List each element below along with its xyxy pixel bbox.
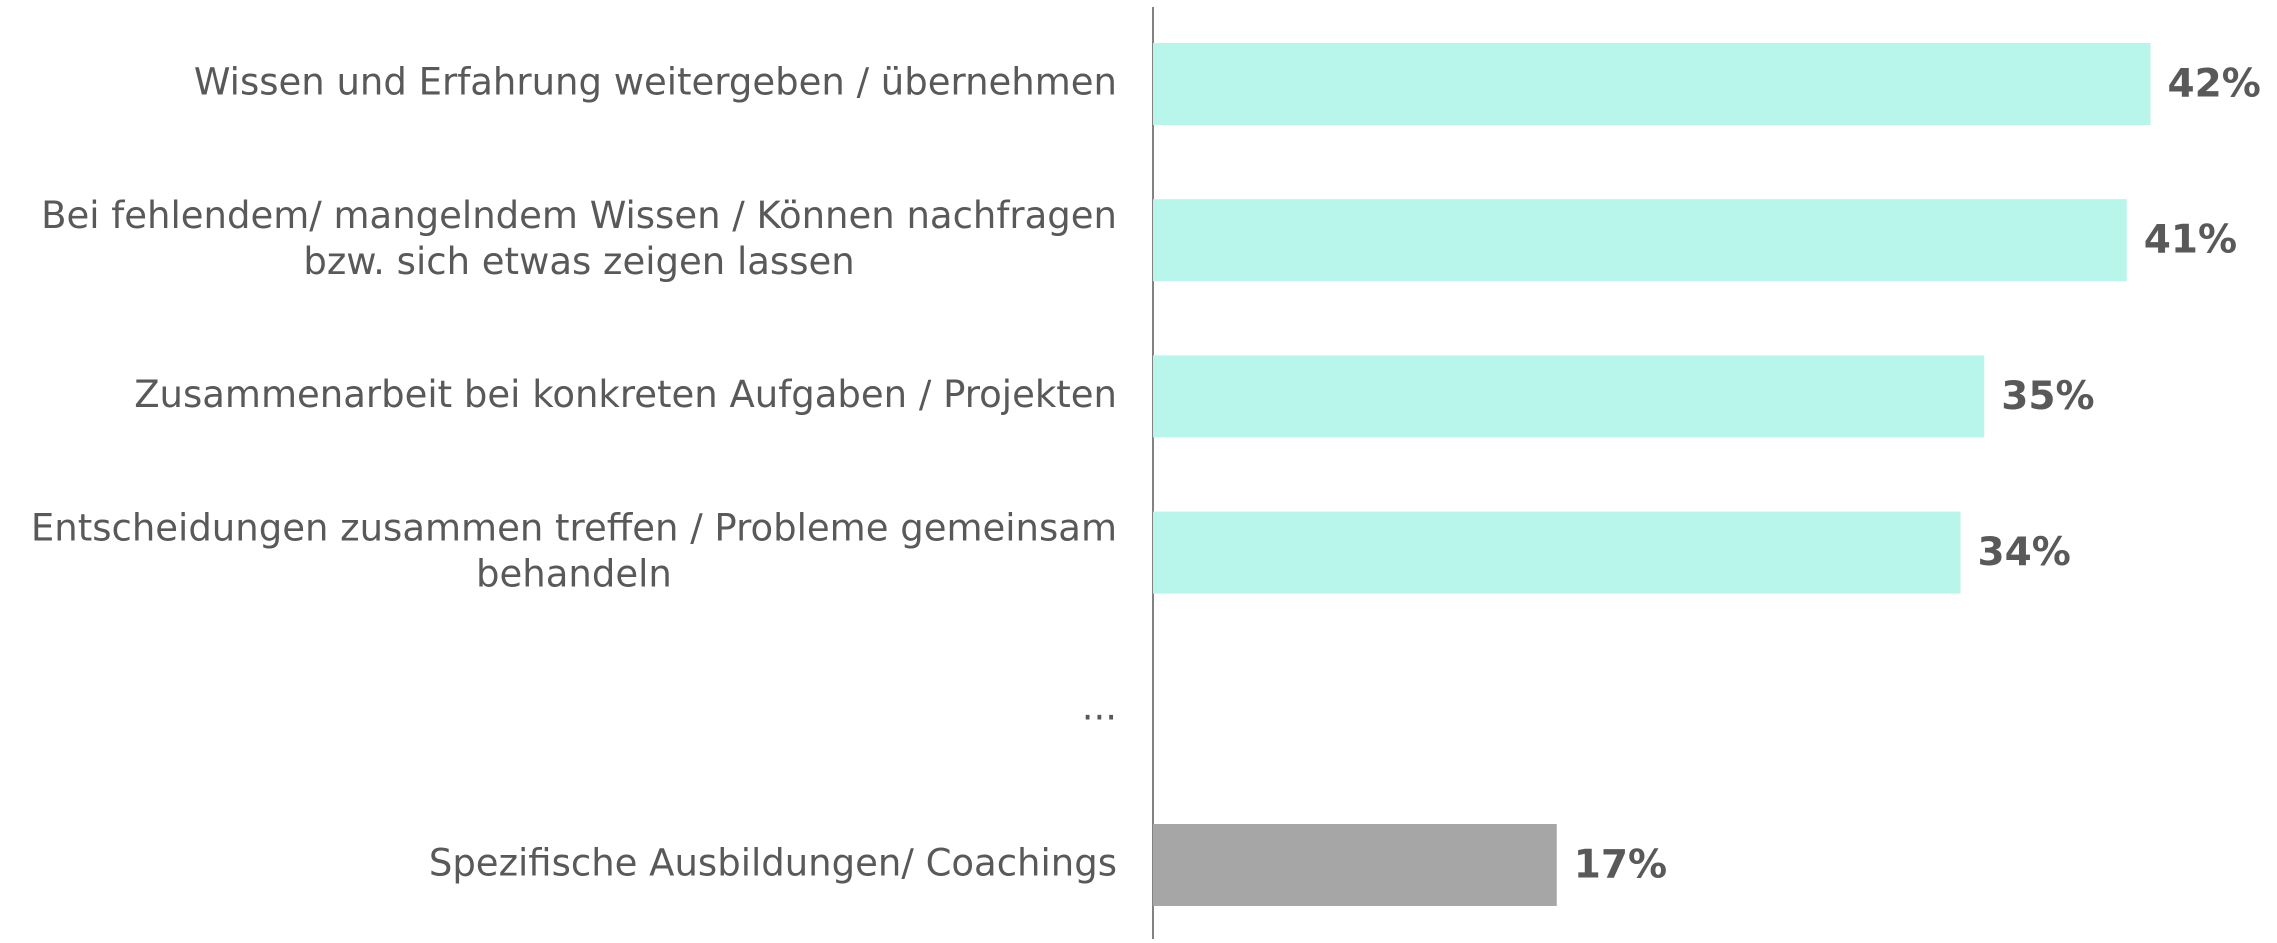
bar	[1153, 43, 2151, 125]
category-label-line: Bei fehlendem/ mangelndem Wissen / Könne…	[41, 194, 1117, 237]
bar	[1153, 199, 2127, 282]
value-label: 17%	[1574, 843, 1667, 888]
category-label: Bei fehlendem/ mangelndem Wissen / Könne…	[41, 194, 1117, 283]
category-label: ...	[1082, 685, 1117, 728]
bar	[1153, 824, 1557, 906]
category-label: Wissen und Erfahrung weitergeben / übern…	[194, 61, 1117, 104]
value-label: 35%	[2001, 374, 2094, 419]
value-label: 42%	[2168, 62, 2261, 107]
bar	[1153, 511, 1961, 594]
value-label: 34%	[1978, 530, 2071, 575]
category-label-line: bzw. sich etwas zeigen lassen	[303, 240, 854, 283]
bar	[1153, 355, 1985, 438]
category-label-line: Entscheidungen zusammen treffen / Proble…	[31, 506, 1117, 549]
category-label: Entscheidungen zusammen treffen / Proble…	[31, 506, 1117, 595]
category-label: Zusammenarbeit bei konkreten Aufgaben / …	[134, 373, 1117, 416]
category-label: Spezifische Ausbildungen/ Coachings	[429, 842, 1117, 885]
value-label: 41%	[2144, 218, 2237, 263]
category-label-line: behandeln	[476, 552, 672, 595]
